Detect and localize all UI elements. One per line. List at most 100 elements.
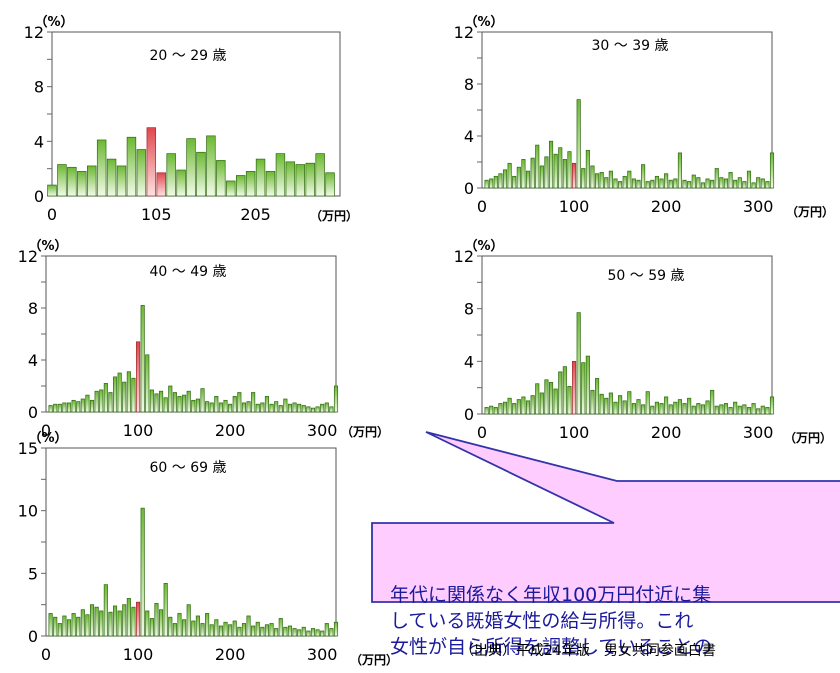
bar bbox=[260, 626, 265, 637]
bar bbox=[329, 628, 334, 637]
bar bbox=[116, 165, 127, 197]
bar bbox=[535, 144, 540, 189]
bar bbox=[539, 165, 544, 189]
bar bbox=[595, 378, 600, 415]
y-tick-label: 0 bbox=[28, 403, 38, 422]
bar bbox=[599, 393, 604, 415]
chart-title: 60 ～ 69 歳 bbox=[150, 460, 227, 476]
callout-line-2: している既婚女性の給与所得。これ bbox=[390, 610, 694, 632]
y-tick-label: 12 bbox=[24, 23, 44, 42]
bar bbox=[650, 179, 655, 189]
bar bbox=[502, 169, 508, 189]
bar bbox=[136, 149, 147, 197]
bar bbox=[645, 181, 650, 189]
bar bbox=[245, 171, 256, 197]
bar bbox=[710, 389, 715, 415]
bar bbox=[710, 179, 715, 189]
bar bbox=[235, 175, 246, 197]
bar bbox=[310, 407, 316, 413]
bar bbox=[590, 165, 595, 189]
bar bbox=[103, 383, 108, 413]
bar-highlight bbox=[156, 172, 166, 197]
bar bbox=[691, 405, 696, 415]
bar bbox=[484, 179, 489, 189]
bar bbox=[498, 173, 503, 189]
bar bbox=[324, 402, 329, 413]
bar bbox=[223, 621, 228, 637]
bar bbox=[315, 153, 325, 197]
bar bbox=[548, 382, 554, 415]
bar bbox=[733, 401, 738, 415]
x-axis-unit: （万円） bbox=[310, 208, 358, 223]
bar bbox=[558, 147, 563, 189]
bar bbox=[765, 407, 770, 415]
x-tick-label: 100 bbox=[559, 423, 590, 442]
bar bbox=[548, 140, 554, 189]
bar bbox=[320, 403, 325, 413]
bar bbox=[117, 610, 122, 637]
bar bbox=[664, 396, 669, 415]
bar bbox=[154, 393, 159, 413]
bar bbox=[237, 392, 242, 413]
y-axis-unit: （%） bbox=[28, 238, 67, 254]
source-note: （出典）平成24年版 男女共同参画白書 bbox=[460, 643, 716, 659]
x-tick-label: 300 bbox=[307, 645, 338, 664]
bar bbox=[228, 403, 233, 413]
bar bbox=[530, 395, 535, 415]
bar bbox=[677, 399, 682, 415]
bar bbox=[89, 604, 95, 637]
bar bbox=[631, 403, 636, 415]
y-tick-label: 15 bbox=[18, 439, 38, 458]
bar bbox=[489, 178, 494, 189]
x-tick-label: 300 bbox=[743, 197, 774, 216]
bar bbox=[599, 172, 604, 189]
bar bbox=[283, 398, 288, 413]
bar bbox=[627, 391, 632, 415]
y-tick-label: 5 bbox=[28, 564, 38, 583]
bar bbox=[186, 138, 196, 197]
bar bbox=[47, 184, 57, 197]
bar bbox=[57, 164, 67, 197]
x-tick-label: 200 bbox=[651, 197, 682, 216]
bar-highlight bbox=[136, 601, 141, 637]
bar bbox=[696, 403, 701, 415]
bar bbox=[255, 158, 266, 197]
bar bbox=[96, 139, 107, 197]
bar bbox=[200, 388, 205, 413]
bar bbox=[145, 354, 150, 413]
callout-line-1: 年代に関係なく年収100万円付近に集 bbox=[390, 584, 712, 606]
bar bbox=[636, 399, 641, 415]
bar bbox=[237, 626, 242, 637]
bar bbox=[558, 371, 563, 415]
bar bbox=[650, 405, 655, 415]
bar bbox=[163, 397, 168, 413]
bar bbox=[668, 179, 673, 189]
bar bbox=[112, 605, 118, 637]
y-tick-label: 10 bbox=[18, 502, 38, 521]
callout-text: 年代に関係なく年収100万円付近に集 している既婚女性の給与所得。これ 女性が自… bbox=[390, 582, 840, 660]
x-tick-label: 100 bbox=[123, 645, 154, 664]
bar bbox=[191, 399, 196, 413]
bar bbox=[251, 625, 256, 637]
bar bbox=[751, 182, 756, 189]
bar bbox=[705, 400, 710, 415]
bar bbox=[287, 403, 293, 413]
bar bbox=[209, 402, 214, 413]
bar bbox=[159, 390, 164, 413]
x-tick-label: 100 bbox=[123, 421, 154, 440]
bar bbox=[301, 405, 306, 413]
bar bbox=[71, 613, 76, 637]
bar bbox=[756, 177, 761, 189]
bar-highlight bbox=[146, 127, 157, 197]
bar bbox=[608, 170, 613, 189]
bar bbox=[728, 407, 733, 415]
bar bbox=[714, 405, 719, 415]
bar bbox=[89, 399, 95, 413]
bar bbox=[186, 390, 191, 413]
bar bbox=[553, 388, 558, 415]
bar bbox=[228, 624, 233, 637]
bar bbox=[507, 162, 512, 189]
bar bbox=[108, 611, 113, 637]
bar bbox=[668, 404, 673, 415]
